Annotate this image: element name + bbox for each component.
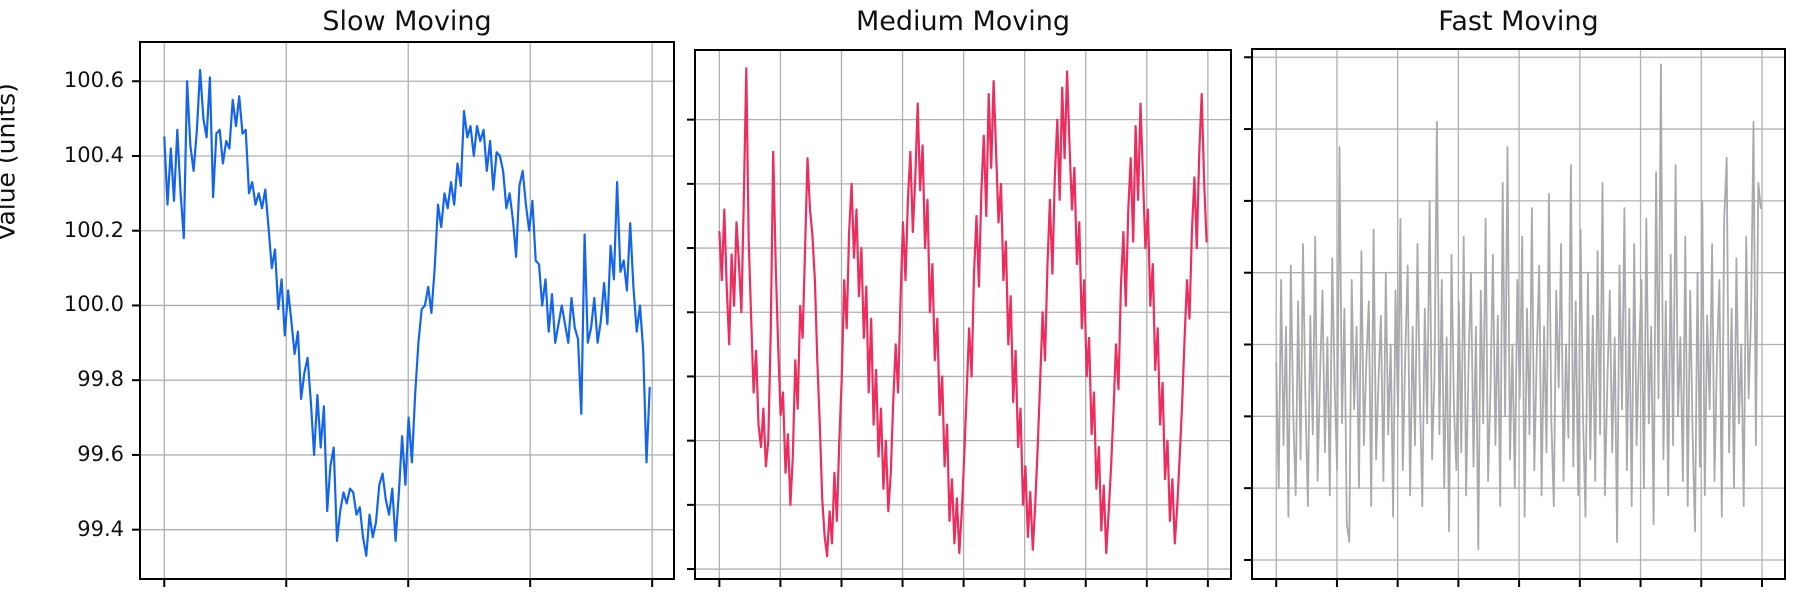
fast-series-line — [1275, 63, 1762, 551]
medium-moving-subplot — [687, 49, 1232, 587]
y-tick-label: 99.4 — [77, 516, 124, 541]
y-tick-label: 99.6 — [77, 441, 124, 466]
axis-ticks — [132, 80, 654, 587]
fast-moving-subplot — [1244, 48, 1786, 587]
chart-title-slow: Slow Moving — [322, 6, 492, 37]
y-tick-label: 99.8 — [77, 367, 124, 392]
chart-title-fast: Fast Moving — [1438, 6, 1599, 37]
axis-ticks — [1244, 56, 1763, 587]
y-tick-label: 100.0 — [63, 292, 124, 317]
y-tick-label: 100.4 — [63, 142, 124, 167]
axes-spines — [139, 41, 675, 580]
y-tick-label: 100.2 — [63, 217, 124, 242]
slow-moving-subplot — [132, 41, 675, 587]
chart-title-medium: Medium Moving — [855, 6, 1071, 37]
slow-series-line — [163, 68, 651, 557]
y-tick-label: 100.6 — [63, 68, 124, 93]
axis-ticks — [687, 118, 1209, 587]
medium-series-line — [718, 67, 1208, 558]
